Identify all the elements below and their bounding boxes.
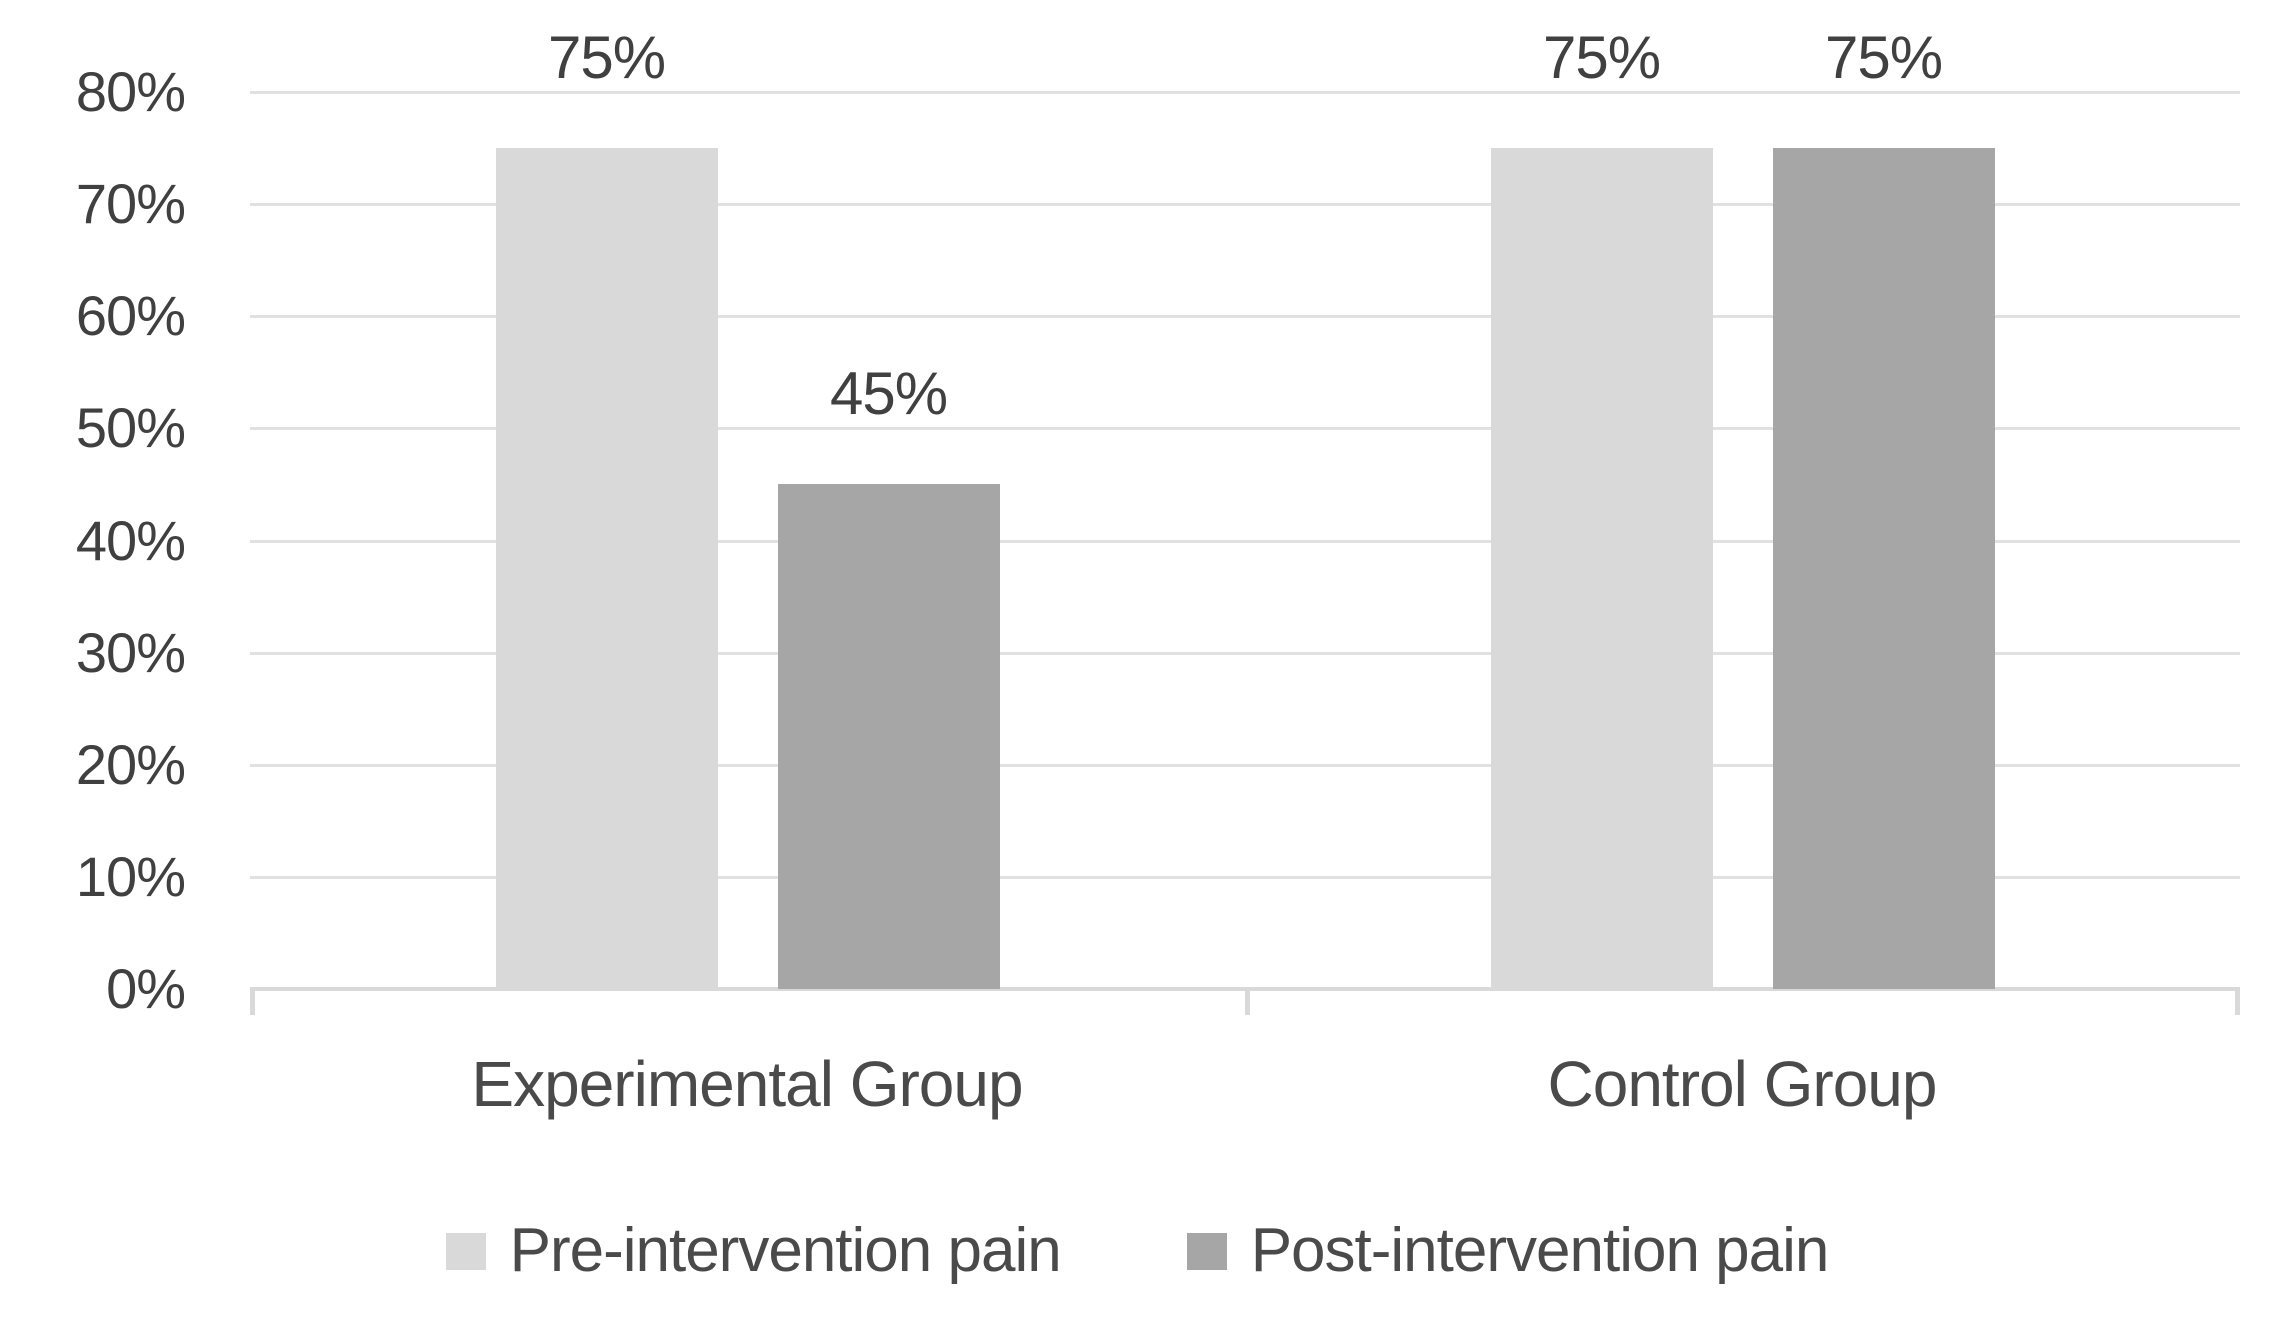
gridline bbox=[250, 539, 2240, 543]
x-axis-tick bbox=[2235, 987, 2240, 1015]
gridline bbox=[250, 763, 2240, 767]
x-axis-label-experimental-group: Experimental Group bbox=[471, 1048, 1023, 1120]
y-axis-tick-label: 10% bbox=[75, 844, 186, 908]
x-axis-label-control-group: Control Group bbox=[1547, 1048, 1938, 1120]
gridline bbox=[250, 651, 2240, 655]
x-axis-tick bbox=[250, 987, 255, 1015]
y-axis-tick-label: 20% bbox=[75, 732, 186, 796]
bar-value-label: 45% bbox=[829, 360, 948, 428]
gridline bbox=[250, 203, 2240, 207]
bar-value-label: 75% bbox=[1542, 24, 1661, 92]
bar-pre-intervention bbox=[1490, 148, 1713, 989]
y-axis-tick-label: 0% bbox=[106, 957, 186, 1020]
bar-pre-intervention bbox=[495, 148, 718, 989]
legend-label-pre-intervention: Pre-intervention pain bbox=[509, 1216, 1062, 1285]
y-axis-tick-label: 70% bbox=[75, 172, 186, 236]
gridline bbox=[250, 875, 2240, 879]
legend-swatch-post-intervention-icon bbox=[1186, 1232, 1227, 1270]
bar-post-intervention bbox=[777, 484, 1000, 989]
legend-swatch-pre-intervention-icon bbox=[445, 1232, 486, 1270]
y-axis-tick-label: 80% bbox=[75, 60, 186, 123]
gridline bbox=[250, 427, 2240, 431]
legend-item-post-intervention: Post-intervention pain bbox=[1186, 1213, 1830, 1289]
bar-post-intervention bbox=[1772, 148, 1995, 989]
legend-item-pre-intervention: Pre-intervention pain bbox=[445, 1213, 1062, 1289]
legend-label-post-intervention: Post-intervention pain bbox=[1250, 1216, 1830, 1285]
bar-value-label: 75% bbox=[547, 24, 666, 92]
y-axis-tick-label: 50% bbox=[75, 396, 186, 460]
bar-value-label: 75% bbox=[1824, 24, 1943, 92]
gridline bbox=[250, 315, 2240, 319]
gridline bbox=[250, 91, 2240, 94]
y-axis-tick-label: 40% bbox=[75, 508, 186, 572]
x-axis-tick bbox=[1245, 987, 1250, 1015]
y-axis-tick-label: 30% bbox=[75, 620, 186, 684]
y-axis-tick-label: 60% bbox=[75, 284, 186, 348]
legend: Pre-intervention pain Post-intervention … bbox=[0, 1213, 2274, 1289]
